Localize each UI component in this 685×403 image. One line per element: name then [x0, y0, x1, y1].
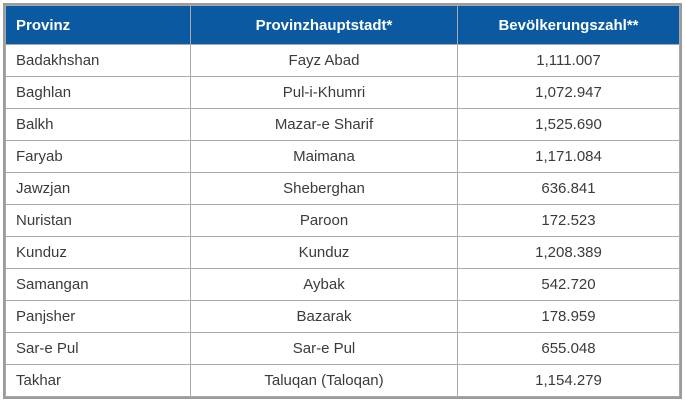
table-row: Faryab Maimana 1,171.084: [5, 140, 680, 173]
cell-capital: Taluqan (Taloqan): [190, 364, 458, 397]
cell-capital: Kunduz: [190, 236, 458, 269]
cell-population: 1,072.947: [457, 76, 680, 109]
cell-population: 636.841: [457, 172, 680, 205]
cell-capital: Maimana: [190, 140, 458, 173]
cell-province: Kunduz: [5, 236, 191, 269]
provinces-population-table-frame: Provinz Provinzhauptstadt* Bevölkerungsz…: [3, 3, 682, 399]
header-row: Provinz Provinzhauptstadt* Bevölkerungsz…: [5, 5, 680, 45]
cell-province: Samangan: [5, 268, 191, 301]
cell-population: 1,111.007: [457, 44, 680, 77]
cell-capital: Sar-e Pul: [190, 332, 458, 365]
cell-province: Baghlan: [5, 76, 191, 109]
table-row: Sar-e Pul Sar-e Pul 655.048: [5, 332, 680, 365]
cell-province: Panjsher: [5, 300, 191, 333]
column-header-capital: Provinzhauptstadt*: [190, 5, 458, 45]
column-header-province: Provinz: [5, 5, 191, 45]
cell-population: 655.048: [457, 332, 680, 365]
cell-population: 542.720: [457, 268, 680, 301]
cell-population: 1,154.279: [457, 364, 680, 397]
cell-province: Faryab: [5, 140, 191, 173]
column-header-population: Bevölkerungszahl**: [457, 5, 680, 45]
cell-capital: Bazarak: [190, 300, 458, 333]
cell-population: 1,171.084: [457, 140, 680, 173]
cell-population: 1,525.690: [457, 108, 680, 141]
cell-population: 178.959: [457, 300, 680, 333]
cell-population: 1,208.389: [457, 236, 680, 269]
cell-province: Sar-e Pul: [5, 332, 191, 365]
cell-province: Takhar: [5, 364, 191, 397]
table-row: Panjsher Bazarak 178.959: [5, 300, 680, 333]
cell-capital: Aybak: [190, 268, 458, 301]
table-row: Kunduz Kunduz 1,208.389: [5, 236, 680, 269]
table-row: Badakhshan Fayz Abad 1,111.007: [5, 44, 680, 77]
table-body: Badakhshan Fayz Abad 1,111.007 Baghlan P…: [5, 44, 680, 397]
cell-capital: Mazar-e Sharif: [190, 108, 458, 141]
table-row: Samangan Aybak 542.720: [5, 268, 680, 301]
provinces-population-table: Provinz Provinzhauptstadt* Bevölkerungsz…: [5, 5, 680, 397]
table-row: Takhar Taluqan (Taloqan) 1,154.279: [5, 364, 680, 397]
table-row: Jawzjan Sheberghan 636.841: [5, 172, 680, 205]
table-row: Baghlan Pul-i-Khumri 1,072.947: [5, 76, 680, 109]
table-header: Provinz Provinzhauptstadt* Bevölkerungsz…: [5, 5, 680, 45]
cell-capital: Paroon: [190, 204, 458, 237]
table-row: Balkh Mazar-e Sharif 1,525.690: [5, 108, 680, 141]
table-row: Nuristan Paroon 172.523: [5, 204, 680, 237]
cell-province: Balkh: [5, 108, 191, 141]
cell-province: Jawzjan: [5, 172, 191, 205]
cell-capital: Pul-i-Khumri: [190, 76, 458, 109]
cell-province: Nuristan: [5, 204, 191, 237]
cell-population: 172.523: [457, 204, 680, 237]
cell-capital: Sheberghan: [190, 172, 458, 205]
cell-province: Badakhshan: [5, 44, 191, 77]
cell-capital: Fayz Abad: [190, 44, 458, 77]
